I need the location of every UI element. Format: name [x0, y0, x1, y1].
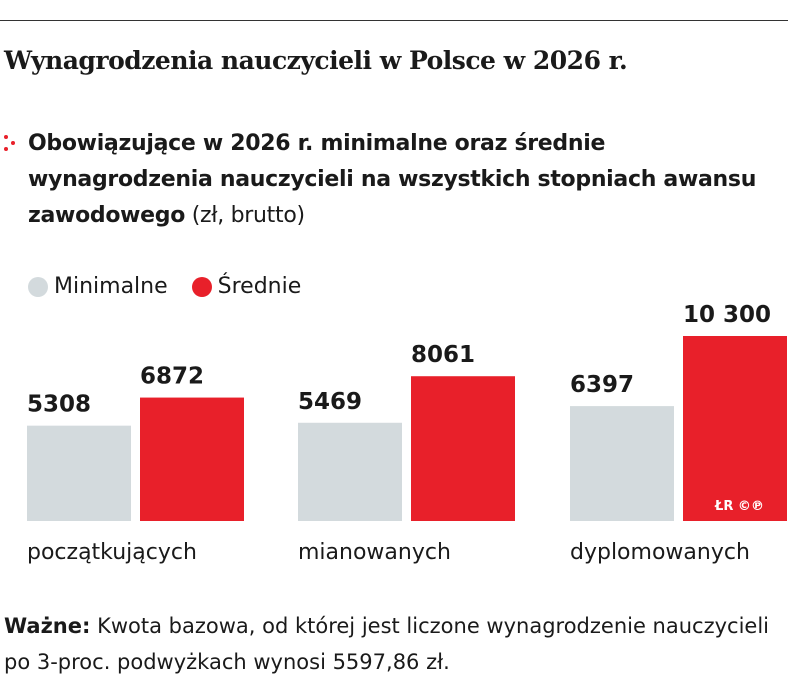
- bar: [411, 376, 515, 521]
- logo: ŁR ©℗: [714, 499, 764, 514]
- top-rule: [0, 20, 788, 21]
- category-label: dyplomowanych: [570, 540, 750, 565]
- note-label: Ważne:: [4, 614, 91, 638]
- data-label: 6397: [570, 372, 634, 398]
- chart-subtitle: Obowiązujące w 2026 r. minimalne oraz śr…: [28, 126, 788, 234]
- category-label: początkujących: [27, 540, 197, 565]
- data-label: 8061: [411, 342, 475, 368]
- bar: [140, 397, 244, 521]
- subtitle-text: Obowiązujące w 2026 r. minimalne oraz śr…: [28, 131, 757, 228]
- legend: Minimalne Średnie: [28, 274, 301, 299]
- legend-swatch-avg: [191, 276, 212, 297]
- legend-swatch-min: [28, 276, 48, 297]
- bar: [298, 422, 402, 521]
- bar: [27, 425, 131, 521]
- legend-label-min: Minimalne: [54, 274, 168, 299]
- note: Ważne: Kwota bazowa, od której jest licz…: [4, 608, 788, 680]
- bullet-dots-icon: [4, 135, 15, 151]
- data-label: 5469: [298, 389, 362, 415]
- data-label: 5308: [27, 392, 91, 418]
- bar: [570, 406, 674, 521]
- category-label: mianowanych: [298, 540, 451, 565]
- data-label: 10 300: [683, 302, 771, 328]
- data-label: 6872: [140, 364, 204, 390]
- bar-chart: 5308 6872 początkujących 5469 8061 mianowanyc…: [27, 302, 787, 565]
- note-text: Kwota bazowa, od której jest liczone wyn…: [4, 614, 770, 674]
- bar: [683, 336, 787, 521]
- legend-label-avg: Średnie: [217, 274, 302, 299]
- chart-title: Wynagrodzenia nauczycieli w Polsce w 202…: [4, 46, 628, 75]
- subtitle-unit: (zł, brutto): [185, 203, 305, 228]
